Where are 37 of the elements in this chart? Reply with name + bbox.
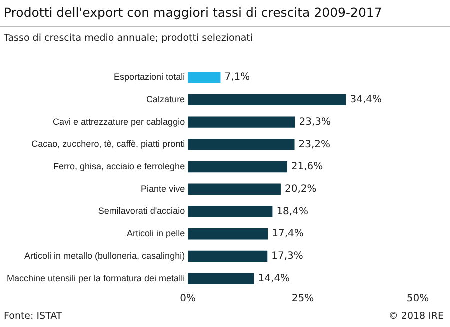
x-tick-label: 50%	[406, 294, 430, 305]
bar	[188, 250, 268, 262]
y-tick-label: Esportazioni totali	[114, 72, 186, 82]
y-tick-label: Cacao, zucchero, tè, caffè, piatti pronti	[32, 139, 186, 150]
chart-title: Prodotti dell'export con maggiori tassi di crescita 2009-2017	[4, 5, 382, 20]
bar	[188, 161, 288, 173]
data-label: 17,3%	[272, 251, 304, 262]
bar	[188, 139, 295, 150]
data-label: 18,4%	[276, 206, 308, 218]
data-label: 20,2%	[284, 184, 317, 195]
bar	[188, 184, 281, 195]
x-tick-label: 0%	[180, 294, 196, 305]
y-tick-label: Macchine utensili per la formatura dei metalli	[6, 273, 186, 284]
bar	[188, 116, 296, 128]
source-note: Fonte: ISTAT	[4, 311, 62, 322]
bar	[188, 273, 254, 284]
y-tick-label: Cavi e attrezzature per cablaggio	[53, 116, 186, 127]
x-tick-label: 25%	[292, 294, 314, 305]
y-tick-label: Calzature	[146, 94, 186, 104]
data-label: 7,1%	[224, 72, 250, 84]
y-tick-label: Piante vive	[141, 184, 186, 194]
data-label: 23,3%	[299, 116, 332, 128]
bar	[188, 206, 273, 218]
y-tick-label: Semilavorati d'acciaio	[98, 206, 186, 216]
y-tick-label: Articoli in pelle	[127, 228, 186, 239]
data-label: 34,4%	[350, 94, 382, 106]
text: © 2018 IRE	[388, 311, 444, 322]
bar	[188, 94, 346, 106]
y-tick-label: Ferro, ghisa, acciaio e ferroleghe	[54, 162, 186, 172]
chart-subtitle: Tasso di crescita medio annuale; prodotti selezionati	[4, 33, 254, 44]
data-label: 14,4%	[258, 273, 290, 284]
data-label: 21,6%	[291, 162, 324, 173]
bar	[188, 72, 221, 84]
data-label: 23,2%	[298, 139, 331, 150]
y-tick-label: Articoli in metallo (bulloneria, casalinghi)	[24, 250, 186, 261]
data-label: 17,4%	[272, 228, 304, 240]
bar	[188, 228, 268, 240]
